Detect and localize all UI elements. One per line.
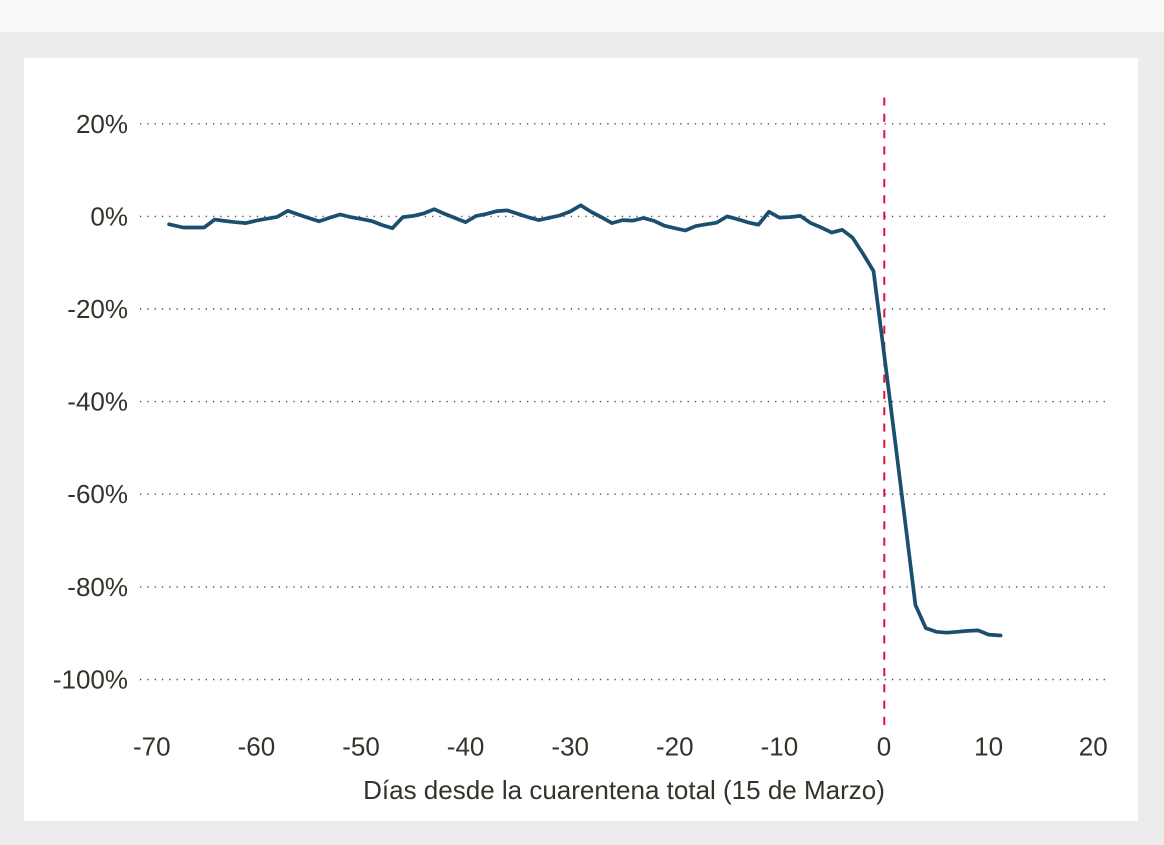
svg-text:-60%: -60% <box>67 479 128 509</box>
svg-text:10: 10 <box>974 732 1003 762</box>
svg-text:-50: -50 <box>342 732 380 762</box>
svg-text:Días desde la cuarentena total: Días desde la cuarentena total (15 de Ma… <box>363 775 885 805</box>
svg-text:-20%: -20% <box>67 294 128 324</box>
svg-text:20%: 20% <box>76 109 128 139</box>
svg-text:-20: -20 <box>656 732 694 762</box>
svg-text:-80%: -80% <box>67 572 128 602</box>
svg-text:20: 20 <box>1079 732 1108 762</box>
svg-text:-70: -70 <box>133 732 171 762</box>
svg-text:-10: -10 <box>761 732 799 762</box>
svg-text:-60: -60 <box>238 732 276 762</box>
svg-text:-40: -40 <box>447 732 485 762</box>
svg-text:0: 0 <box>877 732 891 762</box>
svg-text:-100%: -100% <box>53 665 128 695</box>
svg-text:-30: -30 <box>551 732 589 762</box>
svg-text:-40%: -40% <box>67 387 128 417</box>
svg-text:0%: 0% <box>90 201 128 231</box>
